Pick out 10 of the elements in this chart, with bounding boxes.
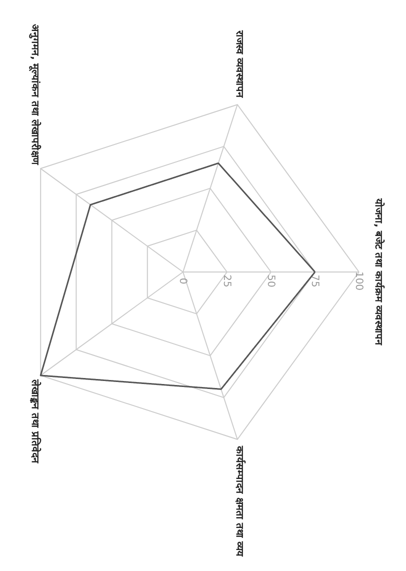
y-tick-label: 75 (309, 274, 320, 288)
y-tick-label: 100 (353, 271, 364, 291)
y-tick-label: 50 (265, 274, 276, 288)
y-tick-label: 0 (177, 278, 188, 284)
spoke-label: योजना, बजेट तथा कार्यक्रम व्यवस्थापन (372, 198, 386, 346)
spoke-label: लेखाङ्कन तथा प्रतिवेदन (28, 378, 42, 464)
spoke-label: कार्यसम्पादन क्षमता तथा व्यय (234, 445, 247, 558)
y-tick-label: 25 (221, 274, 232, 288)
spoke-label: अनुगमन, मूल्यांकन तथा लेखापरीक्षण (28, 24, 42, 166)
spoke-label: राजस्व व्यवस्थापन (234, 29, 245, 98)
